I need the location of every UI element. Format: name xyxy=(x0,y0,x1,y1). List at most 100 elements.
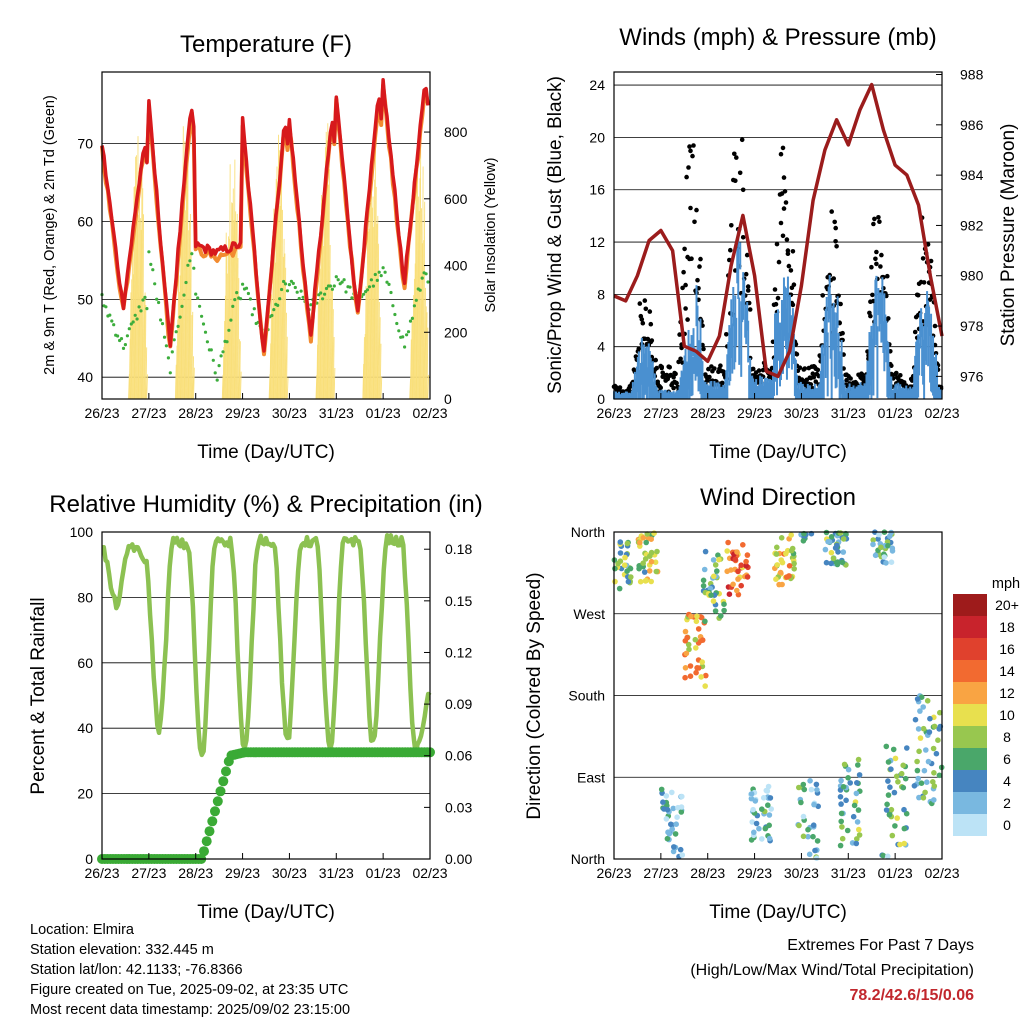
solar-spike xyxy=(328,245,331,400)
direction-point xyxy=(684,634,690,641)
dewpoint-point xyxy=(248,297,252,301)
direction-point xyxy=(616,585,623,592)
direction-point xyxy=(648,578,654,585)
dewpoint-point xyxy=(182,293,186,297)
dewpoint-point xyxy=(205,340,209,344)
precip-point xyxy=(210,806,220,817)
dewpoint-point xyxy=(365,288,370,292)
colorbar-swatch xyxy=(953,660,987,682)
direction-point xyxy=(805,833,811,840)
dewpoint-point xyxy=(412,304,416,308)
direction-point xyxy=(678,809,685,815)
solar-spike xyxy=(366,229,369,400)
dewpoint-point xyxy=(168,371,172,375)
direction-point xyxy=(776,581,782,588)
solar-spike xyxy=(410,339,412,400)
dewpoint-point xyxy=(231,304,235,308)
x-tick-label: 28/23 xyxy=(178,865,213,881)
gust-point xyxy=(780,145,786,151)
solar-spike xyxy=(330,285,333,400)
solar-spike xyxy=(182,182,185,400)
direction-point xyxy=(732,556,739,563)
dewpoint-point xyxy=(213,371,217,375)
dewpoint-point xyxy=(287,283,291,287)
y-tick-right-label: 978 xyxy=(960,318,984,334)
direction-point xyxy=(617,550,624,556)
solar-spike xyxy=(422,240,425,400)
solar-spike xyxy=(146,374,148,400)
direction-point xyxy=(624,568,630,574)
direction-point xyxy=(903,810,910,817)
solar-spike xyxy=(424,306,427,400)
gust-point xyxy=(868,313,873,319)
gust-point xyxy=(873,256,878,262)
direction-point xyxy=(839,835,846,842)
solar-spike xyxy=(414,179,417,400)
direction-point xyxy=(930,779,936,785)
winds-xlabel: Time (Day/UTC) xyxy=(709,442,847,463)
y-tick-label: 40 xyxy=(77,720,93,736)
solar-spike xyxy=(333,367,336,400)
dewpoint-point xyxy=(340,280,344,284)
direction-point xyxy=(837,530,844,536)
gust-point xyxy=(894,370,899,376)
y-tick-label: 20 xyxy=(589,129,605,145)
dewpoint-point xyxy=(133,313,137,317)
direction-point xyxy=(843,531,849,538)
direction-point xyxy=(766,822,772,829)
gust-point xyxy=(706,366,711,372)
gust-point xyxy=(683,306,688,311)
direction-point xyxy=(699,659,705,665)
direction-point xyxy=(880,852,886,859)
y-tick-label: 0 xyxy=(597,391,605,407)
colorbar-swatch xyxy=(953,594,987,616)
direction-point xyxy=(895,779,901,785)
gust-point xyxy=(647,309,653,314)
dewpoint-point xyxy=(178,315,182,319)
direction-point xyxy=(624,540,631,547)
direction-point xyxy=(665,829,671,835)
direction-point xyxy=(900,784,907,791)
x-tick-label: 02/23 xyxy=(924,405,959,421)
direction-point xyxy=(682,628,689,635)
gust-point xyxy=(874,261,879,267)
direction-point xyxy=(898,770,905,777)
extremes-title: Extremes For Past 7 Days xyxy=(787,937,974,954)
gust-point xyxy=(797,365,803,371)
dewpoint-point xyxy=(137,305,141,309)
temperature-xlabel: Time (Day/UTC) xyxy=(197,442,335,463)
precip-point xyxy=(199,846,209,857)
colorbar-swatch xyxy=(953,616,987,638)
gust-point xyxy=(701,346,706,352)
direction-point xyxy=(888,766,894,772)
x-tick-label: 27/23 xyxy=(643,865,678,881)
gust-point xyxy=(773,301,779,307)
gust-point xyxy=(728,247,733,253)
dewpoint-point xyxy=(170,350,174,354)
gust-point xyxy=(778,220,784,226)
solar-spike xyxy=(412,295,415,400)
gust-point xyxy=(783,200,789,205)
footer-elevation: Station elevation: 332.445 m xyxy=(30,942,214,958)
y-tick-right-label: 600 xyxy=(444,191,468,207)
gust-point xyxy=(921,280,927,285)
direction-point xyxy=(664,835,671,842)
direction-point xyxy=(815,803,821,810)
solar-spike xyxy=(331,288,333,400)
solar-spike xyxy=(285,336,288,400)
direction-point xyxy=(886,812,893,818)
gust-point xyxy=(833,239,838,244)
gust-point xyxy=(737,170,743,176)
direction-point xyxy=(725,539,731,546)
solar-spike xyxy=(223,320,226,400)
solar-spike xyxy=(174,364,177,400)
colorbar-swatch xyxy=(953,814,987,836)
winds-ylabel: Sonic/Prop Wind & Gust (Blue, Black) xyxy=(545,76,566,394)
direction-point xyxy=(890,746,897,753)
wind-direction-ylabel: Direction (Colored By Speed) xyxy=(524,572,545,819)
gust-point xyxy=(776,259,782,265)
solar-spike xyxy=(316,344,319,400)
x-tick-label: 02/23 xyxy=(412,405,447,421)
direction-point xyxy=(917,735,924,741)
solar-spike xyxy=(421,166,424,400)
